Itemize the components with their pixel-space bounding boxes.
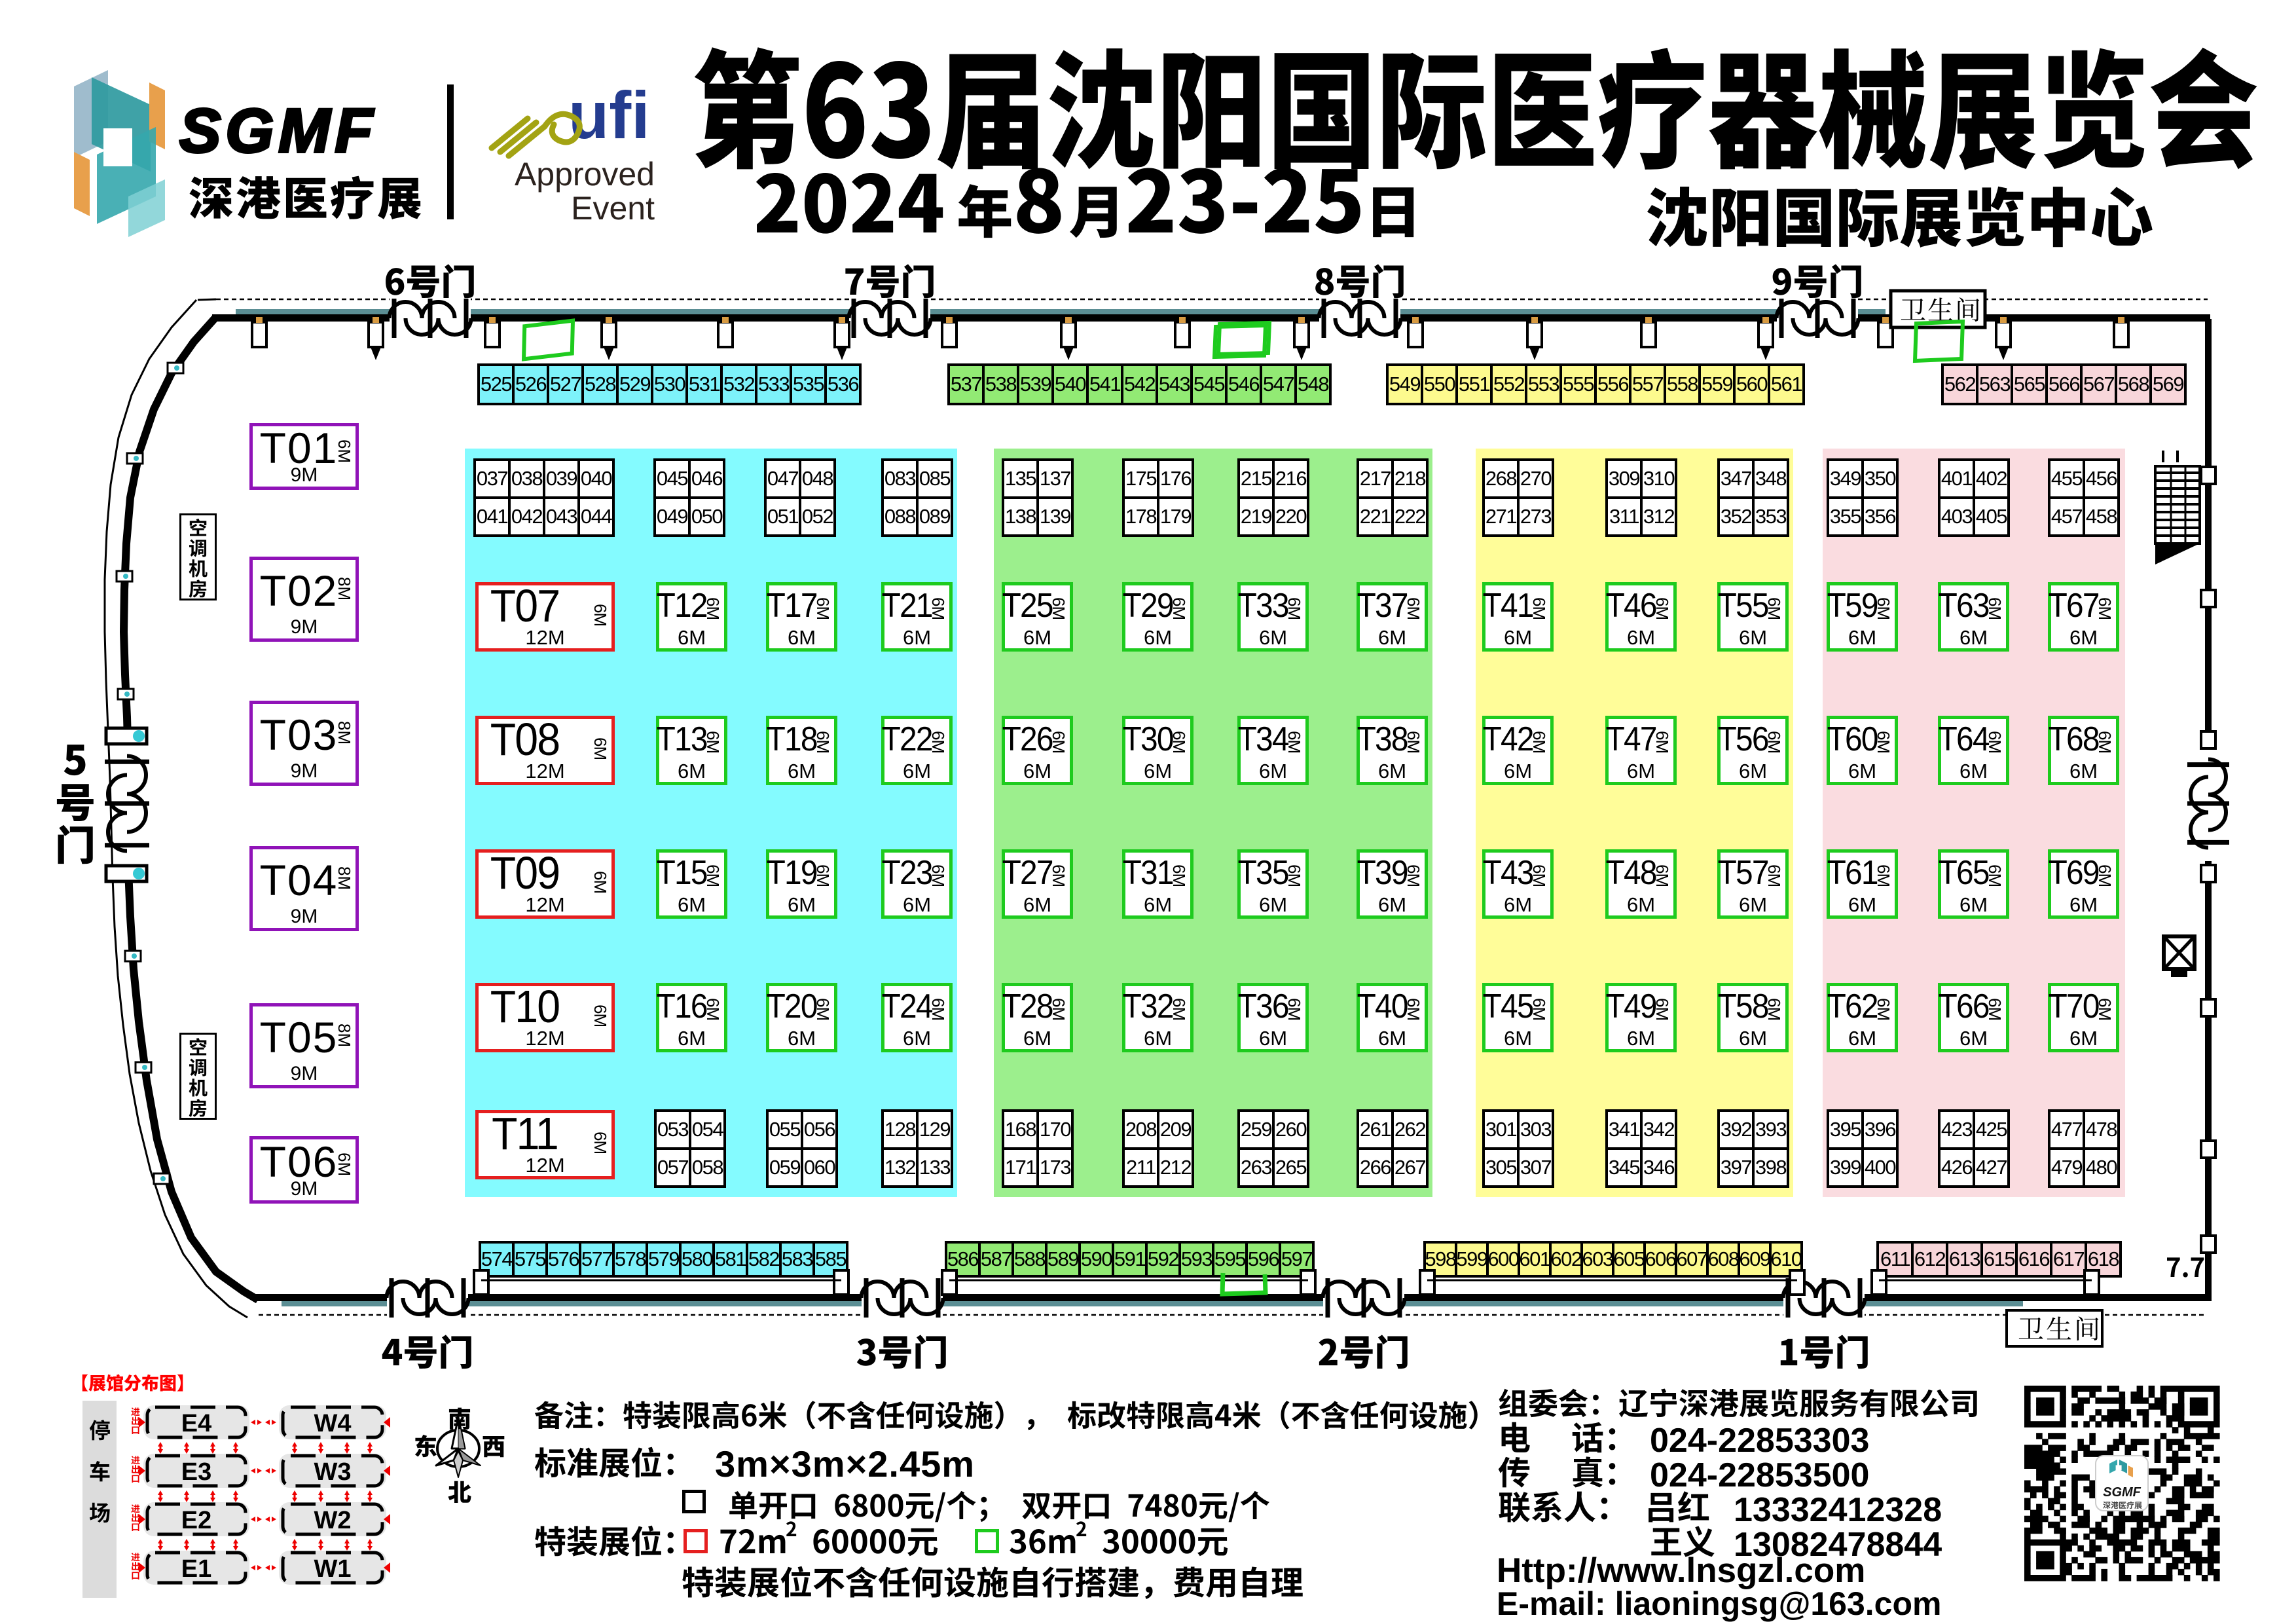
svg-text:E1: E1 [181, 1555, 211, 1583]
svg-text:W1: W1 [314, 1555, 352, 1583]
svg-text:W2: W2 [314, 1507, 352, 1534]
svg-text:E2: E2 [181, 1507, 211, 1534]
svg-text:E3: E3 [181, 1458, 211, 1486]
svg-text:SGMF: SGMF [2103, 1485, 2141, 1500]
svg-text:E4: E4 [181, 1410, 211, 1437]
svg-text:W4: W4 [314, 1410, 352, 1437]
svg-text:W3: W3 [314, 1458, 352, 1486]
